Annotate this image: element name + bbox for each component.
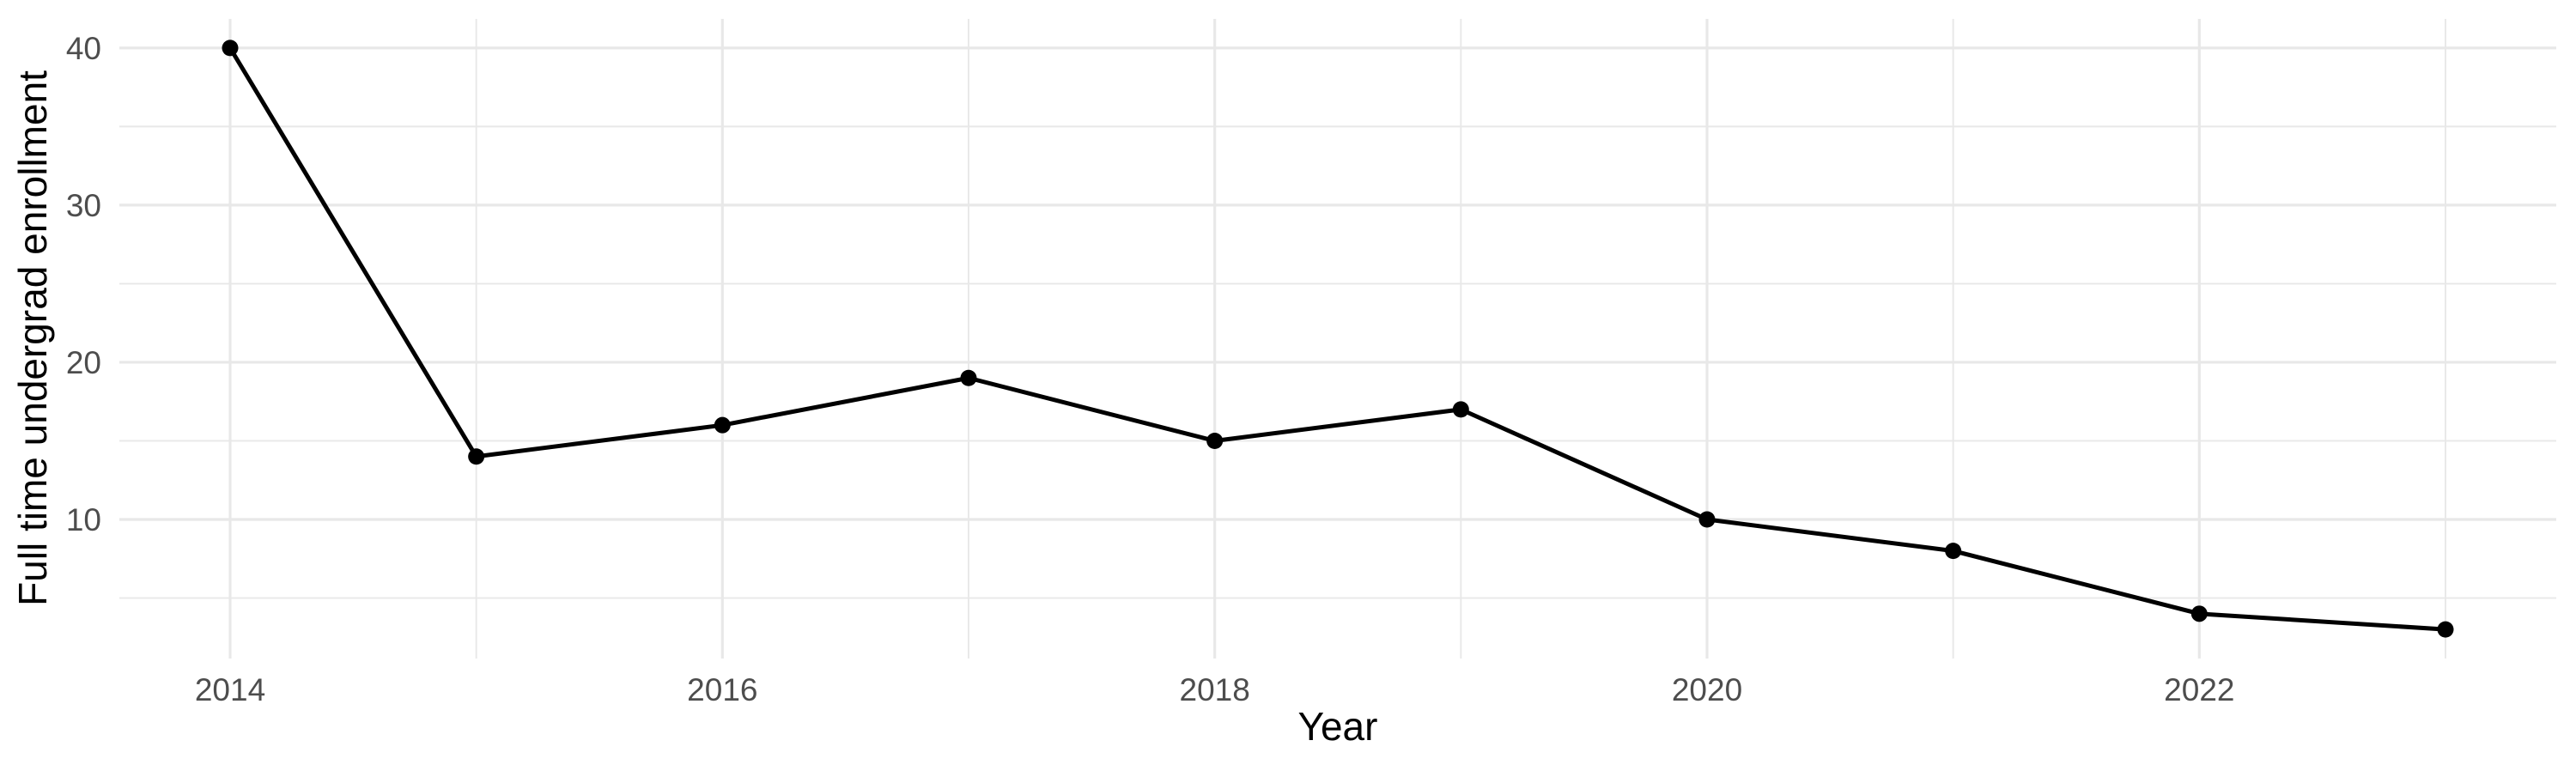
x-axis-tick-labels: 2014 2016 2018 2020 2022 (195, 672, 2235, 707)
major-gridlines (119, 19, 2556, 659)
x-tick-label: 2016 (687, 672, 757, 707)
data-point (2437, 621, 2454, 638)
y-axis-tick-labels: 10 20 30 40 (66, 31, 101, 537)
x-tick-label: 2018 (1180, 672, 1250, 707)
y-tick-label: 10 (66, 502, 101, 537)
data-point (1698, 511, 1716, 528)
series-line (228, 46, 2446, 632)
x-tick-label: 2022 (2164, 672, 2234, 707)
y-tick-label: 40 (66, 31, 101, 66)
y-tick-label: 30 (66, 188, 101, 223)
line-series (222, 39, 2454, 638)
data-point (714, 416, 731, 434)
x-tick-label: 2014 (195, 672, 265, 707)
data-point (2190, 605, 2208, 622)
minor-gridlines (119, 19, 2556, 659)
x-tick-label: 2020 (1672, 672, 1742, 707)
data-point (468, 448, 485, 465)
data-point (1206, 432, 1224, 449)
data-point (960, 369, 977, 386)
data-point (222, 39, 239, 57)
y-axis-title: Full time undergrad enrollment (10, 70, 55, 606)
data-point (1452, 401, 1469, 418)
data-point (1945, 543, 1962, 560)
y-tick-label: 20 (66, 345, 101, 380)
x-axis-title: Year (1298, 704, 1378, 749)
